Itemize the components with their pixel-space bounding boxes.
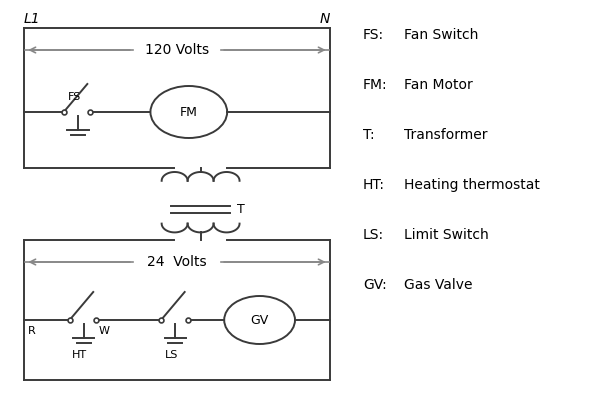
Text: Limit Switch: Limit Switch: [404, 228, 489, 242]
Text: Gas Valve: Gas Valve: [404, 278, 473, 292]
Text: FS:: FS:: [363, 28, 384, 42]
Text: T: T: [237, 203, 245, 216]
Text: LS: LS: [165, 350, 178, 360]
Text: Transformer: Transformer: [404, 128, 488, 142]
Text: Heating thermostat: Heating thermostat: [404, 178, 540, 192]
Text: N: N: [320, 12, 330, 26]
Text: LS:: LS:: [363, 228, 384, 242]
Text: W: W: [99, 326, 110, 336]
Text: Fan Switch: Fan Switch: [404, 28, 478, 42]
Text: HT: HT: [72, 350, 87, 360]
Text: FM:: FM:: [363, 78, 388, 92]
Text: Fan Motor: Fan Motor: [404, 78, 473, 92]
Text: FM: FM: [180, 106, 198, 118]
Text: R: R: [28, 326, 36, 336]
Text: 120 Volts: 120 Volts: [145, 43, 209, 57]
Text: GV:: GV:: [363, 278, 386, 292]
Text: L1: L1: [24, 12, 40, 26]
Text: 24  Volts: 24 Volts: [147, 255, 207, 269]
Text: T:: T:: [363, 128, 375, 142]
Text: FS: FS: [68, 92, 81, 102]
Text: HT:: HT:: [363, 178, 385, 192]
Text: GV: GV: [251, 314, 268, 326]
